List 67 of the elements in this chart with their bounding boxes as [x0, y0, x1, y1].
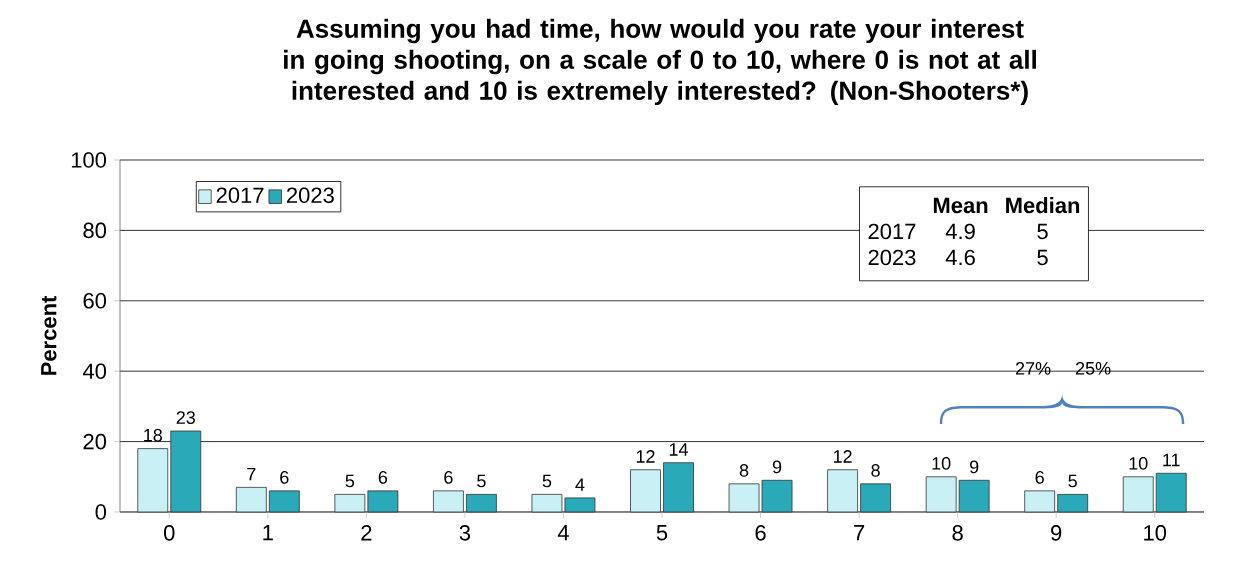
bar: [137, 448, 169, 513]
annotation: 4.6: [945, 249, 975, 266]
x-tick-label: 10: [1144, 525, 1167, 541]
data-label: 14: [669, 443, 688, 456]
data-label: 9: [772, 460, 782, 474]
y-tick-label: 100: [71, 152, 107, 168]
data-label: 12: [636, 450, 655, 463]
data-label: 8: [739, 464, 749, 477]
x-tick-label: 5: [656, 525, 668, 541]
y-tick-label: 20: [83, 433, 107, 450]
bar: [630, 469, 661, 513]
data-label: 6: [1035, 471, 1044, 484]
data-label: 23: [176, 411, 195, 424]
data-label: 5: [1068, 474, 1077, 488]
data-label: 5: [345, 474, 355, 488]
bar: [1122, 476, 1154, 513]
data-label: 4: [575, 478, 585, 491]
x-tick-label: 2: [361, 525, 372, 541]
data-label: 8: [871, 464, 880, 477]
annotation: 2017: [868, 223, 916, 240]
data-label: 11: [1163, 453, 1180, 467]
x-tick-label: 8: [952, 525, 963, 541]
bar: [170, 430, 202, 513]
bar: [1057, 493, 1089, 513]
data-label: 9: [969, 460, 979, 474]
x-tick-label: 1: [263, 525, 273, 541]
data-label: 5: [477, 474, 486, 488]
bar: [663, 462, 694, 513]
x-tick-label: 9: [1051, 525, 1062, 541]
annotation: 2023: [868, 249, 916, 266]
x-tick-label: 0: [164, 525, 175, 541]
y-tick-label: 40: [82, 363, 107, 379]
annotation: 5: [1037, 223, 1048, 240]
y-tick-label: 60: [83, 293, 107, 309]
bar: [466, 493, 497, 513]
annotation: Mean: [933, 197, 988, 214]
bar: [235, 486, 267, 513]
data-label: 6: [444, 471, 453, 484]
chart-title: Assuming you had time, how would you rate your interest in going shooting, on a scale of 0 to 10, where 0 is not at all interested and 10 is extremely interested? (Non-Shooters*): [284, 18, 1036, 106]
data-label: 12: [833, 450, 852, 463]
x-tick-label: 7: [854, 525, 865, 541]
bar: [1155, 472, 1187, 513]
y-tick-label: 0: [95, 504, 107, 520]
bar: [1024, 490, 1056, 513]
bar: [433, 490, 464, 513]
data-label: 5: [542, 474, 552, 488]
data-label: 18: [144, 428, 162, 442]
annotation: 4.9: [945, 223, 975, 240]
annotation: 27%: [1015, 362, 1051, 375]
x-tick-label: 4: [557, 525, 569, 541]
annotation: 25%: [1075, 361, 1111, 375]
x-tick-label: 6: [755, 525, 766, 541]
bar: [860, 483, 891, 513]
y-tick-label: 80: [83, 222, 107, 239]
data-label: 10: [1129, 456, 1148, 470]
annotation: 5: [1037, 249, 1048, 266]
data-label: 7: [247, 467, 256, 481]
legend-label: 2017: [216, 187, 264, 204]
bar: [827, 469, 858, 513]
annotation: Median: [1006, 197, 1080, 214]
data-label: 6: [378, 471, 388, 484]
bar: [268, 490, 300, 513]
legend-label: 2023: [286, 187, 334, 204]
data-label: 6: [280, 471, 289, 484]
data-label: 10: [932, 456, 951, 470]
y-axis-title: Percent: [41, 295, 57, 375]
x-tick-label: 3: [459, 525, 471, 541]
